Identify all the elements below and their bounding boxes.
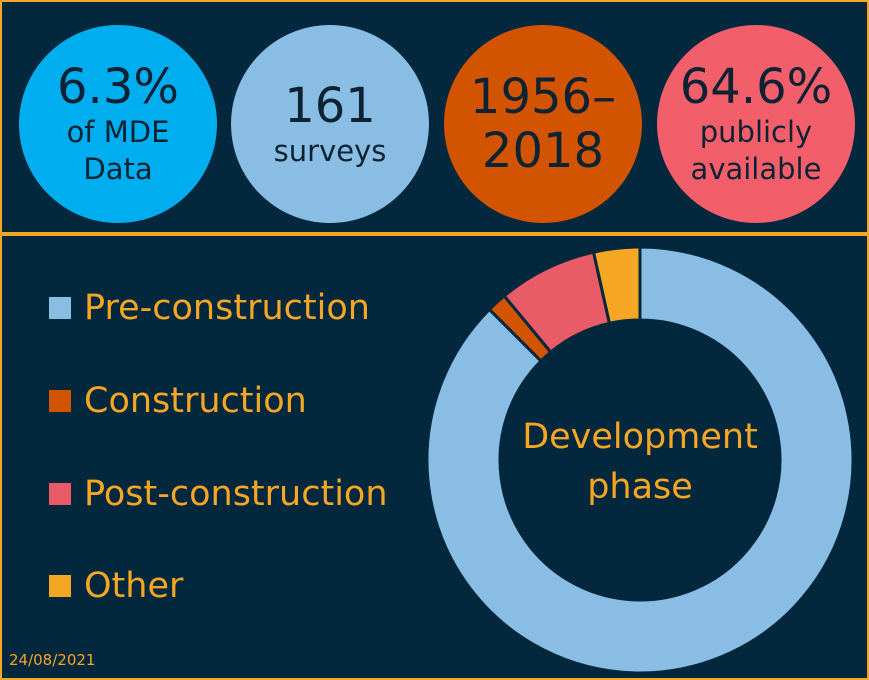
stat-public: 64.6% publicly available [657, 25, 855, 223]
legend-label-pre-construction: Pre-construction [84, 288, 370, 328]
donut-slice-other [591, 245, 642, 326]
legend-swatch-other [49, 575, 71, 597]
legend-item-construction: Construction [49, 381, 307, 421]
stat-public-caption-2: available [690, 152, 822, 186]
donut-center-label-line-2: phase [587, 467, 693, 507]
legend-item-other: Other [49, 566, 183, 606]
stat-public-value: 64.6% [679, 59, 833, 115]
stat-surveys: 161 surveys [231, 25, 429, 223]
stat-surveys-value: 161 [284, 77, 376, 134]
stat-mde-share: 6.3% of MDE Data [19, 25, 217, 223]
donut-center-label-line-1: Development [522, 417, 758, 457]
stat-year-range-end: 2018 [481, 123, 605, 179]
stat-year-range: 1956– 2018 [444, 25, 642, 223]
stat-public-caption-1: publicly [699, 115, 813, 149]
stat-mde-share-caption-2: Data [83, 152, 153, 186]
legend-swatch-construction [49, 390, 71, 412]
legend-item-pre-construction: Pre-construction [49, 288, 370, 328]
stat-mde-share-caption-1: of MDE [66, 115, 170, 149]
stat-mde-share-value: 6.3% [57, 59, 179, 115]
donut-chart: Development phase [425, 245, 855, 675]
legend-swatch-post-construction [49, 483, 71, 505]
stats-panel: 6.3% of MDE Data 161 surveys 1956– 2018 … [0, 0, 869, 234]
donut-slice-pre-construction [425, 245, 855, 675]
legend-label-construction: Construction [84, 381, 307, 421]
stat-year-range-start: 1956– [469, 69, 617, 125]
stat-surveys-caption: surveys [273, 133, 387, 168]
legend-item-post-construction: Post-construction [49, 474, 388, 514]
legend-label-post-construction: Post-construction [84, 474, 388, 514]
legend-label-other: Other [84, 566, 184, 606]
date-label: 24/08/2021 [9, 651, 96, 669]
donut-slices [425, 245, 855, 675]
legend-swatch-pre-construction [49, 297, 71, 319]
